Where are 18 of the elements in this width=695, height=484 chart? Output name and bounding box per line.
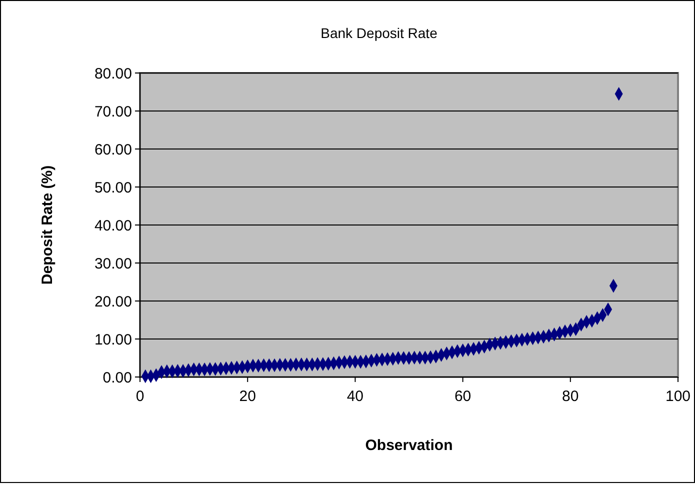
y-tick-label: 70.00 bbox=[94, 103, 132, 120]
x-tick-label: 100 bbox=[665, 388, 691, 405]
y-tick-label: 60.00 bbox=[94, 141, 132, 158]
y-tick-label: 80.00 bbox=[94, 65, 132, 82]
x-tick-label: 40 bbox=[346, 388, 364, 405]
x-tick-label: 80 bbox=[562, 388, 579, 405]
y-tick-label: 20.00 bbox=[94, 293, 132, 310]
x-axis-title: Observation bbox=[365, 437, 453, 454]
y-tick-label: 30.00 bbox=[94, 255, 132, 272]
y-axis-title: Deposit Rate (%) bbox=[39, 165, 56, 285]
x-tick-label: 0 bbox=[136, 388, 144, 405]
y-tick-label: 0.00 bbox=[102, 369, 132, 386]
x-tick-label: 20 bbox=[239, 388, 256, 405]
y-tick-label: 40.00 bbox=[94, 217, 132, 234]
chart-title: Bank Deposit Rate bbox=[320, 25, 438, 41]
y-tick-label: 10.00 bbox=[94, 331, 132, 348]
y-tick-label: 50.00 bbox=[94, 179, 132, 196]
x-tick-label: 60 bbox=[454, 388, 472, 405]
